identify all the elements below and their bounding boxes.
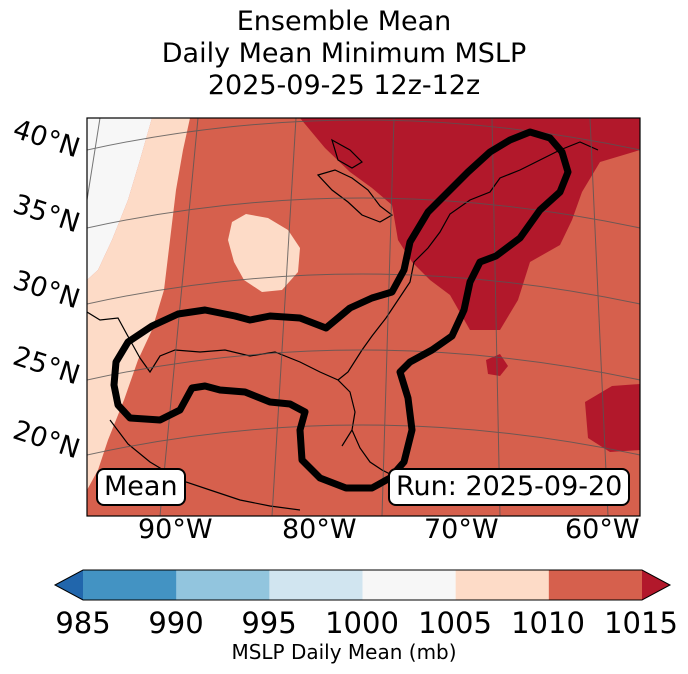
colorbar-label: MSLP Daily Mean (mb) bbox=[231, 640, 457, 664]
colorbar-tick-985: 985 bbox=[55, 606, 111, 640]
colorbar-tick-1015: 1015 bbox=[604, 606, 678, 640]
run-date-box: Run: 2025-09-20 bbox=[388, 468, 631, 506]
colorbar-tick-990: 990 bbox=[148, 606, 204, 640]
colorbar-segment bbox=[455, 570, 550, 600]
field-1015-northeast bbox=[300, 118, 640, 330]
field-1000-1005 bbox=[87, 118, 152, 280]
colorbar-tick-1000: 1000 bbox=[325, 606, 399, 640]
colorbar-tick-1010: 1010 bbox=[511, 606, 585, 640]
contour-outline bbox=[110, 128, 572, 492]
colorbar-outline bbox=[53, 569, 672, 601]
field-1005-1010-blob bbox=[228, 214, 300, 292]
title-line-1: Ensemble Mean bbox=[236, 6, 452, 37]
lon-label-60w: 60°W bbox=[565, 514, 640, 545]
lon-label-90w: 90°W bbox=[138, 514, 213, 545]
lon-label-80w: 80°W bbox=[282, 514, 357, 545]
lon-label-70w: 70°W bbox=[424, 514, 499, 545]
colorbar-segment bbox=[83, 570, 177, 600]
field-1015-southeast bbox=[585, 384, 640, 452]
colorbar-under-arrow bbox=[55, 570, 83, 600]
title-line-2: Daily Mean Minimum MSLP bbox=[161, 38, 527, 69]
colorbar-segment bbox=[362, 570, 457, 600]
colorbar-over-arrow bbox=[642, 570, 670, 600]
colorbar-segment bbox=[269, 570, 363, 600]
colorbar-segment bbox=[548, 570, 643, 600]
field-1005-1010-west bbox=[87, 118, 190, 490]
colorbar-tick-1005: 1005 bbox=[418, 606, 492, 640]
mean-label-box: Mean bbox=[96, 468, 186, 506]
colorbar-segment bbox=[176, 570, 270, 600]
title-line-3: 2025-09-25 12z-12z bbox=[207, 70, 481, 101]
colorbar-tick-995: 995 bbox=[241, 606, 297, 640]
